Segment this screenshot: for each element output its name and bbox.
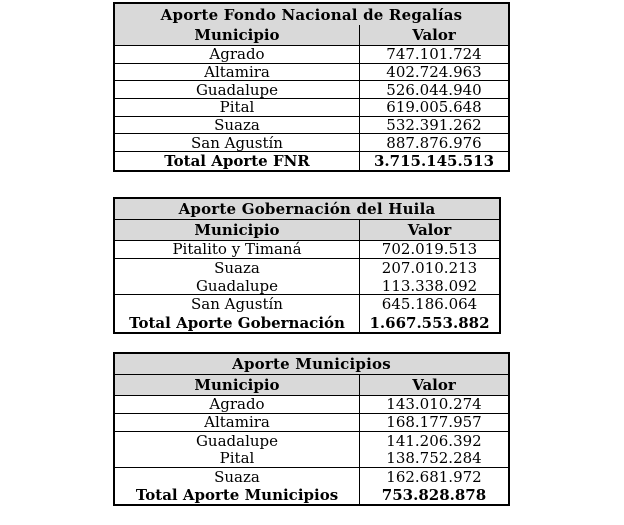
valor-cell: 526.044.940 xyxy=(386,81,482,99)
table-title-row: Aporte Gobernación del Huila xyxy=(115,198,499,220)
table-aporte-municipios: Aporte Municipios Municipio Valor Agrado 143… xyxy=(113,351,510,506)
valor-cell: 619.005.648 xyxy=(386,99,482,116)
municipio-cell: Guadalupe xyxy=(115,81,360,99)
table-aporte-fnr: Aporte Fondo Nacional de Regalías Municip… xyxy=(113,2,510,172)
column-header-valor: Valor xyxy=(407,220,452,239)
table-header-row: Municipio Valor xyxy=(115,219,499,241)
table-row: Total Aporte FNR 3.715.145.513 xyxy=(115,152,508,170)
municipio-cell: Total Aporte Municipios xyxy=(115,485,360,504)
table-title: Aporte Fondo Nacional de Regalías xyxy=(160,5,463,24)
table-row: Guadalupe 526.044.940 xyxy=(115,81,508,100)
table-row: Agrado 143.010.274 xyxy=(115,395,508,414)
table-row: Guadalupe 113.338.092 xyxy=(115,277,499,296)
municipio-cell: San Agustín xyxy=(115,295,360,314)
municipio-cell: Suaza xyxy=(115,116,360,134)
column-header-valor: Valor xyxy=(412,375,456,394)
municipio-cell: Pital xyxy=(115,449,360,467)
table-title-row: Aporte Municipios xyxy=(115,353,508,375)
table-row: Pitalito y Timaná 702.019.513 xyxy=(115,240,499,259)
valor-cell: 3.715.145.513 xyxy=(373,152,495,170)
table-row: Guadalupe 141.206.392 xyxy=(115,431,508,450)
municipio-cell: Total Aporte Gobernación xyxy=(115,313,360,332)
table-row: Suaza 207.010.213 xyxy=(115,259,499,278)
table-aporte-gobernacion: Aporte Gobernación del Huila Municipio Val… xyxy=(113,196,501,334)
table-row: Total Aporte Municipios 753.828.878 xyxy=(115,485,508,504)
column-header-municipio: Municipio xyxy=(115,25,360,45)
municipio-cell: Guadalupe xyxy=(115,431,360,450)
valor-cell: 753.828.878 xyxy=(381,485,487,504)
table-row: San Agustín 887.876.976 xyxy=(115,134,508,153)
table-row: Suaza 162.681.972 xyxy=(115,467,508,486)
valor-cell: 747.101.724 xyxy=(386,46,482,63)
table-row: Total Aporte Gobernación 1.667.553.882 xyxy=(115,313,499,332)
municipio-cell: Suaza xyxy=(115,467,360,486)
column-header-municipio: Municipio xyxy=(115,219,360,240)
municipio-cell: Total Aporte FNR xyxy=(115,152,360,170)
column-header-municipio: Municipio xyxy=(115,374,360,395)
table-row: San Agustín 645.186.064 xyxy=(115,295,499,314)
valor-cell: 143.010.274 xyxy=(386,395,482,413)
table-title: Aporte Gobernación del Huila xyxy=(178,199,436,218)
table-row: Agrado 747.101.724 xyxy=(115,46,508,64)
table-header-row: Municipio Valor xyxy=(115,374,508,396)
valor-cell: 887.876.976 xyxy=(386,134,482,152)
valor-cell: 402.724.963 xyxy=(386,63,482,81)
table-row: Suaza 532.391.262 xyxy=(115,116,508,135)
valor-cell: 532.391.262 xyxy=(386,116,482,134)
municipio-cell: Guadalupe xyxy=(115,277,360,295)
table-row: Pital 138.752.284 xyxy=(115,449,508,468)
table-row: Pital 619.005.648 xyxy=(115,99,508,117)
valor-cell: 113.338.092 xyxy=(381,277,478,295)
municipio-cell: Altamira xyxy=(115,63,360,81)
column-header-valor: Valor xyxy=(412,26,456,44)
municipio-cell: Suaza xyxy=(115,259,360,278)
valor-cell: 702.019.513 xyxy=(381,240,478,258)
valor-cell: 162.681.972 xyxy=(386,467,482,486)
table-row: Altamira 402.724.963 xyxy=(115,63,508,82)
valor-cell: 1.667.553.882 xyxy=(369,313,490,332)
valor-cell: 141.206.392 xyxy=(386,431,482,450)
table-header-row: Municipio Valor xyxy=(115,25,508,46)
valor-cell: 168.177.957 xyxy=(386,413,482,431)
municipio-cell: Agrado xyxy=(115,395,360,413)
municipio-cell: Pitalito y Timaná xyxy=(115,240,360,258)
tables-container: Aporte Fondo Nacional de Regalías Municip… xyxy=(113,2,510,506)
municipio-cell: San Agustín xyxy=(115,134,360,152)
municipio-cell: Agrado xyxy=(115,46,360,63)
valor-cell: 138.752.284 xyxy=(386,449,482,467)
valor-cell: 645.186.064 xyxy=(381,295,478,314)
municipio-cell: Altamira xyxy=(115,413,360,431)
table-title-row: Aporte Fondo Nacional de Regalías xyxy=(115,4,508,25)
municipio-cell: Pital xyxy=(115,99,360,116)
table-row: Altamira 168.177.957 xyxy=(115,413,508,432)
table-title: Aporte Municipios xyxy=(232,354,391,373)
valor-cell: 207.010.213 xyxy=(381,259,478,278)
